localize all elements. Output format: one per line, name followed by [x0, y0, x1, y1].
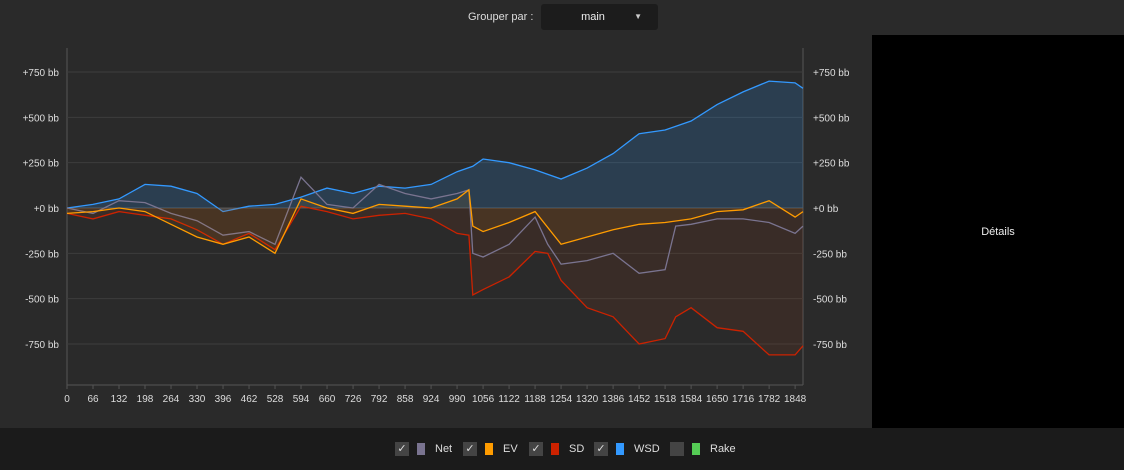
series-line-ev: [66, 188, 804, 255]
legend-label: Net: [435, 443, 453, 455]
legend-item-net[interactable]: ✓ Net: [395, 442, 452, 456]
chart: +750 bb +750 bb +500 bb +500 bb +250 bb +250 …: [23, 48, 850, 405]
y-tick-label-right: -250 bb: [813, 249, 847, 260]
x-tick-label: 792: [371, 394, 388, 405]
x-tick-label: 1452: [628, 394, 651, 405]
x-tick-label: 264: [163, 394, 180, 405]
legend-item-wsd[interactable]: ✓ WSD: [594, 442, 660, 456]
x-tick-label: 1650: [706, 394, 729, 405]
x-tick-label: 462: [241, 394, 258, 405]
y-tick-label-left: +250 bb: [23, 159, 60, 170]
group-by-value: main: [581, 11, 605, 23]
legend: ✓ Net ✓ EV ✓ SD ✓ WSD Rake: [0, 428, 1124, 470]
x-tick-label: 990: [449, 394, 466, 405]
legend-item-sd[interactable]: ✓ SD: [529, 442, 584, 456]
series-line-sd: [66, 205, 804, 356]
x-tick-label: 198: [137, 394, 154, 405]
legend-label: SD: [569, 443, 585, 455]
y-tick-label-right: +0 bb: [813, 204, 839, 215]
chevron-down-icon: ▼: [634, 12, 642, 21]
x-tick-label: 66: [87, 394, 99, 405]
area-ev: [67, 189, 803, 254]
checkbox-net[interactable]: ✓: [395, 442, 409, 456]
area-sd: [67, 206, 803, 355]
checkbox-rake[interactable]: [670, 442, 684, 456]
legend-label: Rake: [710, 443, 736, 455]
x-tick-label: 132: [111, 394, 128, 405]
x-tick-label: 1386: [602, 394, 625, 405]
x-tick-label: 1716: [732, 394, 755, 405]
legend-label: WSD: [634, 443, 660, 455]
group-by-label: Grouper par :: [468, 11, 534, 23]
y-tick-label-right: +750 bb: [813, 68, 850, 79]
x-tick-label: 1518: [654, 394, 677, 405]
swatch-sd: [551, 443, 559, 455]
series-line-wsd: [66, 80, 804, 213]
area-wsd: [67, 81, 803, 212]
x-tick-label: 1584: [680, 394, 703, 405]
y-tick-label-left: -500 bb: [25, 295, 59, 306]
x-tick-label: 1056: [472, 394, 495, 405]
x-tick-label: 396: [215, 394, 232, 405]
y-tick-label-left: +500 bb: [23, 113, 60, 124]
y-tick-label-right: +250 bb: [813, 159, 850, 170]
legend-item-rake[interactable]: Rake: [670, 442, 736, 456]
details-panel: Détails: [872, 35, 1124, 428]
x-tick-label: 330: [189, 394, 206, 405]
x-tick-label: 924: [423, 394, 440, 405]
x-tick-label: 1848: [784, 394, 807, 405]
x-tick-label: 1188: [524, 394, 546, 405]
x-tick-label: 660: [319, 394, 336, 405]
checkbox-sd[interactable]: ✓: [529, 442, 543, 456]
legend-label: EV: [503, 443, 518, 455]
y-tick-label-right: -500 bb: [813, 295, 847, 306]
legend-item-ev[interactable]: ✓ EV: [463, 442, 518, 456]
checkbox-ev[interactable]: ✓: [463, 442, 477, 456]
swatch-wsd: [616, 443, 624, 455]
x-tick-label: 726: [345, 394, 362, 405]
y-tick-label-left: +0 bb: [34, 204, 60, 215]
x-tick-label: 1782: [758, 394, 781, 405]
x-tick-label: 594: [293, 394, 310, 405]
y-tick-label-left: +750 bb: [23, 68, 60, 79]
y-tick-label-right: -750 bb: [813, 340, 847, 351]
series-line-net: [66, 176, 804, 274]
swatch-rake: [692, 443, 700, 455]
details-label: Détails: [981, 226, 1015, 238]
swatch-ev: [485, 443, 493, 455]
y-tick-label-left: -750 bb: [25, 340, 59, 351]
y-tick-label-left: -250 bb: [25, 249, 59, 260]
x-tick-label: 528: [267, 394, 284, 405]
x-tick-label: 0: [64, 394, 70, 405]
x-tick-label: 858: [397, 394, 414, 405]
x-tick-label: 1122: [498, 394, 520, 405]
x-tick-label: 1254: [550, 394, 573, 405]
swatch-net: [417, 443, 425, 455]
toolbar: Grouper par : main ▼: [0, 0, 1124, 35]
y-tick-label-right: +500 bb: [813, 113, 850, 124]
checkbox-wsd[interactable]: ✓: [594, 442, 608, 456]
x-tick-label: 1320: [576, 394, 599, 405]
group-by-select[interactable]: main ▼: [541, 4, 658, 30]
